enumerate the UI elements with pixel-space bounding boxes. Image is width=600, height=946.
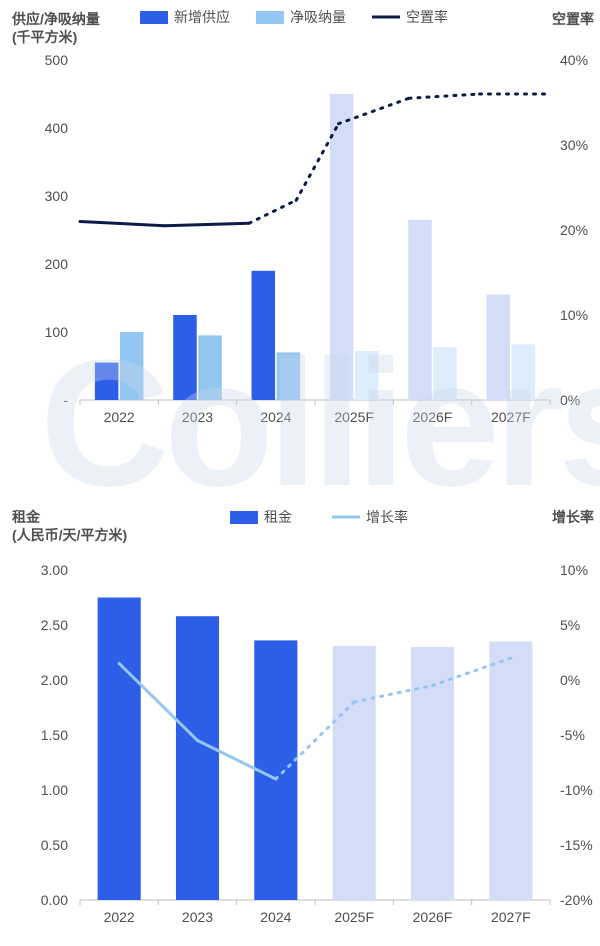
rent-growth-chart: 租金 (人民币/天/平方米) 增长率 0.00 0.50 1.00 1.50 2.00 2.50… — [0, 490, 600, 940]
svg-text:1.00: 1.00 — [41, 782, 68, 798]
svg-text:0.50: 0.50 — [41, 837, 68, 853]
svg-text:0.00: 0.00 — [41, 892, 68, 908]
svg-text:300: 300 — [45, 188, 69, 204]
svg-text:-15%: -15% — [560, 837, 593, 853]
svg-text:增长率: 增长率 — [366, 509, 408, 525]
svg-text:-5%: -5% — [560, 727, 585, 743]
svg-text:200: 200 — [45, 256, 69, 272]
svg-text:10%: 10% — [560, 562, 588, 578]
svg-text:2.50: 2.50 — [41, 617, 68, 633]
svg-text:2026F: 2026F — [413, 409, 453, 425]
svg-text:30%: 30% — [560, 137, 588, 153]
svg-text:空置率: 空置率 — [406, 9, 448, 25]
svg-text:租金: 租金 — [264, 509, 292, 525]
svg-text:净吸纳量: 净吸纳量 — [290, 9, 346, 25]
svg-text:2024: 2024 — [260, 909, 291, 925]
svg-text:20%: 20% — [560, 222, 588, 238]
svg-text:2023: 2023 — [182, 909, 213, 925]
svg-text:-20%: -20% — [560, 892, 593, 908]
svg-text:40%: 40% — [560, 52, 588, 68]
svg-text:0%: 0% — [560, 672, 580, 688]
svg-text:2.00: 2.00 — [41, 672, 68, 688]
svg-text:2027F: 2027F — [491, 909, 531, 925]
svg-text:-: - — [63, 392, 68, 408]
svg-text:500: 500 — [45, 52, 69, 68]
page: { "watermark_text": "Colliers", "top_cha… — [0, 0, 600, 946]
svg-text:增长率: 增长率 — [552, 509, 594, 525]
svg-text:(千平方米): (千平方米) — [12, 29, 77, 45]
svg-text:10%: 10% — [560, 307, 588, 323]
svg-text:3.00: 3.00 — [41, 562, 68, 578]
svg-text:-10%: -10% — [560, 782, 593, 798]
svg-text:2025F: 2025F — [334, 409, 374, 425]
svg-text:租金: 租金 — [12, 509, 41, 525]
svg-text:(人民币/天/平方米): (人民币/天/平方米) — [12, 527, 127, 543]
svg-text:供应/净吸纳量: 供应/净吸纳量 — [11, 11, 100, 27]
svg-text:2023: 2023 — [182, 409, 213, 425]
svg-text:空置率: 空置率 — [552, 11, 594, 27]
svg-text:2026F: 2026F — [413, 909, 453, 925]
svg-text:2022: 2022 — [104, 909, 135, 925]
svg-text:400: 400 — [45, 120, 69, 136]
svg-text:新增供应: 新增供应 — [174, 9, 230, 25]
svg-text:100: 100 — [45, 324, 69, 340]
svg-text:2027F: 2027F — [491, 409, 531, 425]
svg-text:2025F: 2025F — [334, 909, 374, 925]
svg-text:0%: 0% — [560, 392, 580, 408]
svg-text:2022: 2022 — [104, 409, 135, 425]
supply-absorption-vacancy-chart: 供应/净吸纳量 (千平方米) 空置率 - 100 200 300 400 500 0% 10% 20%… — [0, 0, 600, 450]
svg-text:5%: 5% — [560, 617, 580, 633]
svg-text:1.50: 1.50 — [41, 727, 68, 743]
svg-text:2024: 2024 — [260, 409, 291, 425]
